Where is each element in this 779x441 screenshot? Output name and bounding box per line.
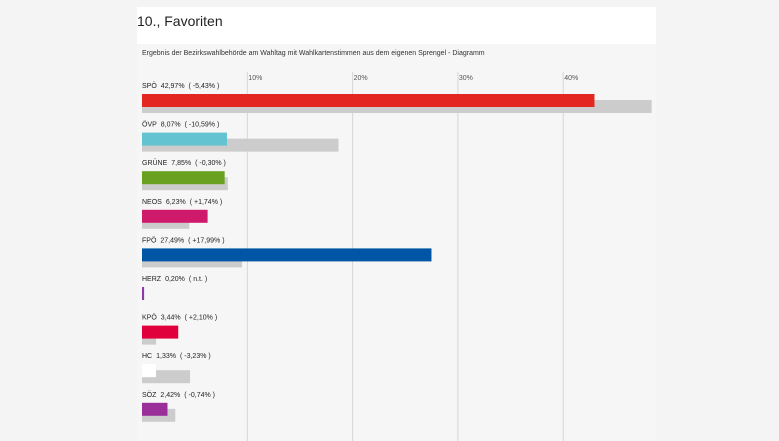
party-name: HERZ	[142, 276, 162, 283]
party-name: FPÖ	[142, 236, 157, 244]
result-bar-övp	[142, 132, 227, 146]
party-change: ( +1,74% )	[190, 199, 223, 206]
party-name: HC	[142, 353, 152, 360]
result-bar-spö	[142, 94, 595, 107]
party-label: KPÖ 3,44% ( +2,10% )	[142, 314, 217, 322]
x-tick-label: 10%	[248, 75, 262, 82]
party-label: SPÖ 42,97% ( -5,43% )	[142, 82, 219, 90]
party-percentage: 1,33%	[156, 353, 176, 360]
result-bar-herz	[142, 287, 145, 300]
party-name: ÖVP	[142, 121, 157, 129]
party-change: ( +2,10% )	[185, 315, 218, 322]
party-name: KPÖ	[142, 314, 157, 322]
chart-panel: Ergebnis der Bezirkswahlbehörde am Wahlt…	[137, 44, 656, 441]
result-bar-kpö	[142, 325, 179, 339]
party-percentage: 6,23%	[166, 199, 186, 206]
party-percentage: 3,44%	[161, 315, 181, 322]
x-tick-label: 30%	[459, 75, 473, 82]
party-percentage: 8,07%	[161, 122, 181, 129]
x-tick-label: 20%	[354, 75, 368, 82]
chart-title: Ergebnis der Bezirkswahlbehörde am Wahlt…	[142, 50, 485, 57]
party-change: ( -0,30% )	[195, 160, 226, 167]
page-title: 10., Favoriten	[137, 13, 223, 29]
party-percentage: 0,20%	[165, 276, 185, 283]
party-label: SÖZ 2,42% ( -0,74% )	[142, 391, 215, 399]
bar-chart: 10% 20% 30% 40% SPÖ 42,97% ( -5,43% ) ÖVP 8,07% (…	[142, 72, 652, 441]
party-name: SÖZ	[142, 391, 157, 399]
x-tick-label: 40%	[564, 75, 578, 82]
party-change: ( -10,59% )	[185, 122, 220, 129]
result-bar-neos	[142, 209, 208, 223]
party-percentage: 2,42%	[160, 392, 180, 399]
party-percentage: 27,49%	[160, 237, 184, 244]
party-label: HC 1,33% ( -3,23% )	[142, 353, 211, 360]
result-bar-fpö	[142, 248, 432, 262]
party-percentage: 42,97%	[161, 83, 185, 90]
result-bar-grüne	[142, 171, 225, 185]
party-change: ( +17,99% )	[188, 237, 224, 244]
party-change: ( -3,23% )	[180, 353, 211, 360]
party-name: SPÖ	[142, 82, 157, 90]
party-label: NEOS 6,23% ( +1,74% )	[142, 199, 222, 206]
party-label: FPÖ 27,49% ( +17,99% )	[142, 236, 225, 244]
party-change: ( -5,43% )	[189, 83, 220, 90]
party-name: GRÜNE	[142, 159, 168, 167]
party-change: ( n.t. )	[189, 276, 207, 283]
party-label: GRÜNE 7,85% ( -0,30% )	[142, 159, 226, 167]
party-percentage: 7,85%	[171, 160, 191, 167]
result-bar-söz	[142, 402, 168, 416]
results-card: 10., Favoriten Ergebnis der Bezirkswahlb…	[137, 7, 656, 441]
party-label: HERZ 0,20% ( n.t. )	[142, 276, 207, 283]
party-name: NEOS	[142, 199, 162, 206]
result-bar-hc	[142, 364, 157, 378]
party-label: ÖVP 8,07% ( -10,59% )	[142, 121, 219, 129]
party-change: ( -0,74% )	[184, 392, 215, 399]
